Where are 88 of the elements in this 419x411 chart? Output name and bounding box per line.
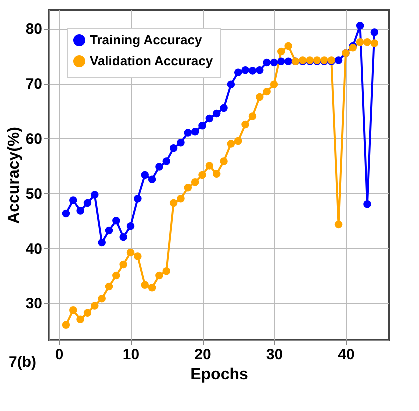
point: [234, 68, 242, 76]
point: [356, 38, 364, 46]
point: [120, 260, 128, 269]
point: [206, 162, 214, 170]
point: [263, 58, 271, 67]
point: [212, 170, 221, 178]
point: [364, 38, 372, 46]
point: [242, 120, 250, 129]
point: [284, 58, 292, 66]
legend-label: Validation Accuracy: [90, 54, 214, 68]
point: [148, 284, 156, 292]
point: [278, 48, 286, 56]
point: [170, 144, 178, 152]
point: [370, 28, 379, 36]
x-tick-label: 40: [338, 346, 355, 364]
point: [220, 104, 228, 112]
point: [227, 80, 236, 89]
point: [162, 158, 171, 166]
point: [62, 321, 70, 330]
point: [177, 195, 185, 203]
x-tick-label: 30: [266, 346, 284, 364]
point: [98, 238, 106, 247]
point: [177, 139, 185, 147]
point: [84, 199, 92, 208]
point: [191, 128, 200, 136]
point: [62, 210, 70, 218]
y-tick-label: 60: [26, 130, 42, 148]
point: [364, 200, 372, 208]
legend-label: Training Accuracy: [90, 32, 203, 48]
point: [242, 66, 250, 74]
point: [162, 268, 171, 276]
point: [76, 207, 84, 215]
point: [278, 58, 286, 66]
point: [184, 129, 192, 137]
point: [84, 309, 92, 317]
y-tick-label: 30: [26, 296, 42, 313]
point: [370, 40, 379, 48]
point: [98, 294, 106, 303]
point: [170, 199, 178, 208]
point: [70, 306, 78, 314]
x-axis-title: Epochs: [190, 366, 248, 384]
y-tick-label: 50: [26, 186, 42, 203]
point: [148, 176, 156, 184]
point: [270, 80, 278, 89]
point: [220, 158, 228, 166]
point: [206, 114, 214, 123]
point: [126, 222, 135, 230]
point: [156, 272, 164, 280]
point: [198, 122, 206, 130]
point: [105, 226, 114, 235]
point: [248, 67, 257, 75]
text: 7(b): [9, 354, 36, 371]
point: [76, 316, 84, 324]
point: [91, 302, 99, 310]
point: [126, 248, 135, 257]
point: [234, 137, 242, 146]
point: [256, 93, 264, 102]
point: [270, 58, 278, 67]
x-tick-label: 0: [55, 346, 64, 364]
point: [112, 272, 120, 280]
point: [212, 110, 221, 118]
point: [105, 282, 114, 291]
x-tick-label: 20: [194, 346, 212, 364]
point: [256, 66, 264, 74]
point: [227, 140, 236, 148]
x-tick-label: 10: [122, 346, 140, 364]
point: [156, 163, 164, 171]
point: [141, 171, 149, 180]
y-axis-title: Accuracy(%): [6, 127, 23, 224]
point: [284, 42, 292, 50]
point: [184, 184, 192, 192]
point: [191, 178, 200, 186]
point: [134, 252, 142, 260]
point: [141, 281, 149, 289]
point: [134, 195, 142, 203]
y-tick-label: 80: [26, 21, 42, 38]
point: [198, 171, 206, 180]
point: [334, 220, 343, 229]
point: [263, 88, 271, 96]
point: [248, 112, 257, 120]
point: [70, 196, 78, 204]
point: [91, 191, 99, 199]
point: [120, 233, 128, 242]
y-tick-label: 70: [26, 76, 42, 94]
point: [356, 22, 364, 30]
point: [334, 56, 343, 64]
point: [112, 216, 120, 225]
y-tick-label: 40: [26, 240, 42, 258]
